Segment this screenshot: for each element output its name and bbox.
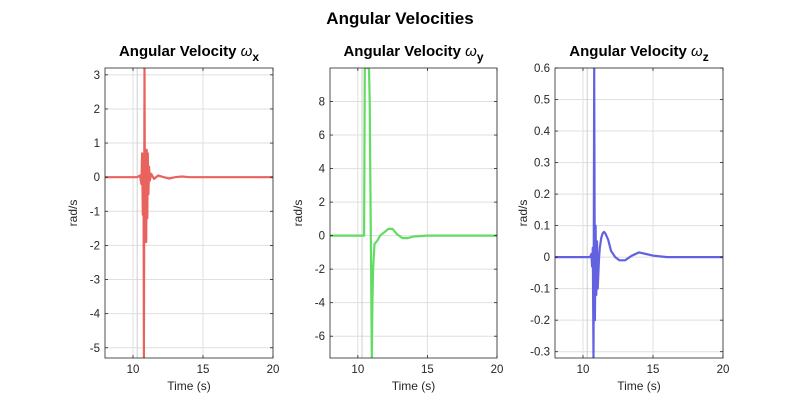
y-tick-label: -1 — [90, 206, 100, 218]
y-tick-label: 0.6 — [534, 63, 550, 75]
y-tick-label: 8 — [319, 97, 325, 109]
subplot-title: Angular Velocity ωz — [569, 43, 708, 64]
y-tick-label: 0.4 — [534, 126, 551, 138]
subplot-title-text: Angular Velocity — [569, 43, 691, 60]
y-tick-label: 3 — [94, 70, 100, 82]
figure-title: Angular Velocities — [326, 9, 473, 28]
y-tick-label: -3 — [90, 275, 100, 287]
y-tick-label: -5 — [90, 343, 100, 355]
y-tick-label: 0 — [544, 252, 550, 264]
x-tick-label: 10 — [577, 364, 590, 376]
subplot-omega-z: 10 15 20 0.6 0.5 0.4 0.3 0.2 0.1 0 -0.1 -0.2 -0.3 Tim… — [516, 43, 729, 393]
y-tick-label: 0.1 — [534, 221, 550, 233]
subplot-title: Angular Velocity ωx — [119, 43, 259, 64]
subplot-title-text: Angular Velocity — [343, 43, 465, 60]
y-tick-label: -2 — [90, 240, 100, 252]
y-tick-label: 0.3 — [534, 158, 550, 170]
plot-area — [330, 68, 497, 358]
y-tick-label: 6 — [319, 130, 325, 142]
subplot-title-text: Angular Velocity — [119, 43, 241, 60]
subplot-title-symbol: ω — [241, 43, 253, 60]
axes-frame — [554, 67, 724, 359]
y-tick-label: 0 — [94, 172, 100, 184]
subplot-title-subscript: y — [477, 50, 484, 64]
x-tick-label: 15 — [197, 364, 210, 376]
plot-area — [555, 68, 723, 358]
series-line — [330, 68, 497, 358]
subplot-title-subscript: x — [252, 50, 259, 64]
x-axis-label: Time (s) — [167, 379, 211, 393]
y-axis-label: rad/s — [66, 200, 80, 227]
x-tick-label: 20 — [491, 364, 504, 376]
subplot-title-symbol: ω — [691, 43, 703, 60]
subplot-title-symbol: ω — [465, 43, 477, 60]
series-line — [105, 68, 273, 358]
y-tick-label: 0.5 — [534, 95, 550, 107]
plot-area — [105, 68, 273, 358]
y-tick-label: 1 — [94, 138, 100, 150]
subplot-title-subscript: z — [703, 50, 709, 64]
y-tick-label: -6 — [315, 331, 325, 343]
y-axis-label: rad/s — [291, 200, 305, 227]
x-tick-label: 10 — [127, 364, 140, 376]
y-tick-label: -4 — [315, 298, 326, 310]
y-tick-label: 2 — [94, 104, 100, 116]
y-tick-label: -2 — [315, 264, 325, 276]
x-tick-label: 15 — [647, 364, 660, 376]
y-tick-label: -0.1 — [530, 284, 550, 296]
y-tick-label: 0.2 — [534, 189, 550, 201]
y-tick-label: 4 — [319, 164, 326, 176]
series-line — [555, 68, 723, 358]
y-tick-label: 2 — [319, 197, 325, 209]
y-axis-label: rad/s — [516, 200, 530, 227]
axes-frame — [104, 67, 274, 359]
y-tick-label: -0.3 — [530, 347, 550, 359]
y-tick-label: -0.2 — [530, 315, 550, 327]
x-axis-label: Time (s) — [392, 379, 436, 393]
y-tick-label: -4 — [90, 309, 101, 321]
x-tick-label: 15 — [421, 364, 434, 376]
x-tick-label: 20 — [267, 364, 280, 376]
subplot-title: Angular Velocity ωy — [343, 43, 483, 64]
axes-frame — [329, 67, 498, 359]
y-tick-label: 0 — [319, 231, 325, 243]
x-tick-label: 20 — [717, 364, 730, 376]
x-axis-label: Time (s) — [617, 379, 661, 393]
x-tick-label: 10 — [351, 364, 364, 376]
